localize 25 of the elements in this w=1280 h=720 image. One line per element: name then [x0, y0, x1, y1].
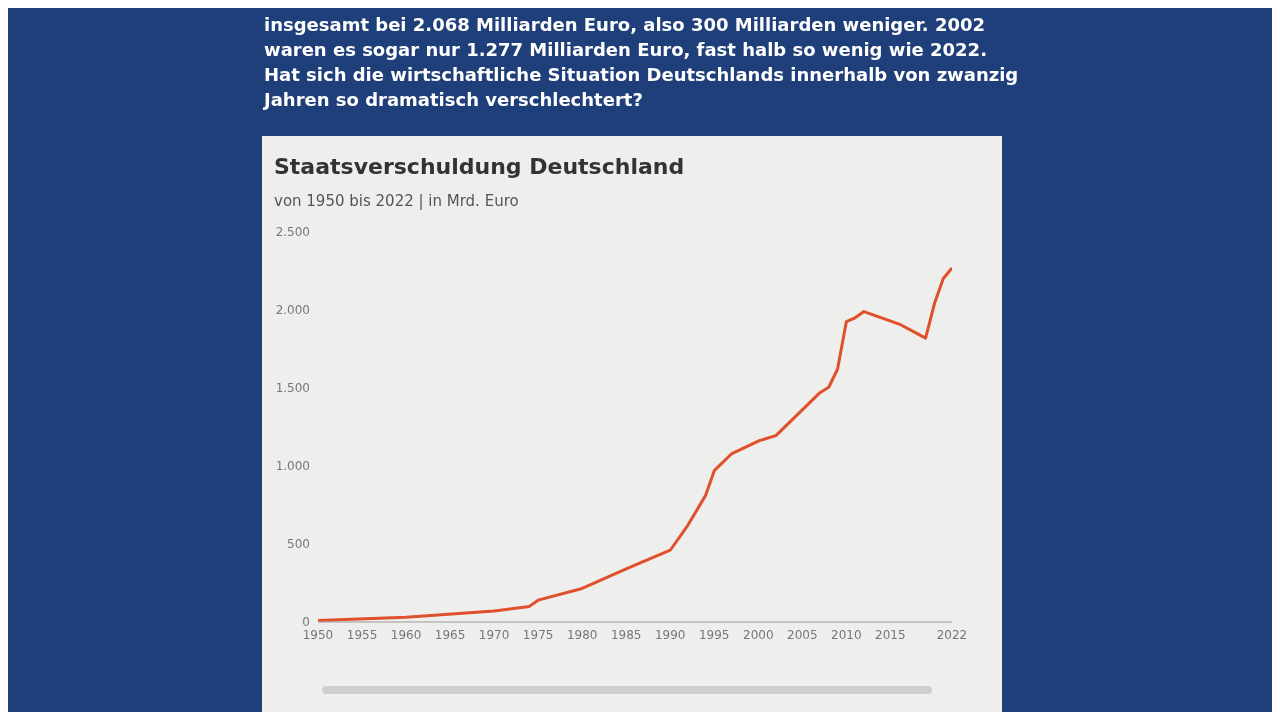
x-tick-label: 2000: [743, 627, 774, 642]
chart-title: Staatsverschuldung Deutschland: [274, 154, 685, 179]
x-tick-label: 2022: [936, 627, 968, 642]
x-tick-label: 1970: [478, 627, 510, 642]
x-tick-label: 1975: [522, 627, 554, 642]
text: insgesamt bei 2.068 Milliarden Euro, also 300 Milliarden weniger. 2002 waren es sogar nur 1.277 Milliarden Euro, fast halb so wenig wie 2022. Hat sich die wirtschaftliche Situation Deutschlands innerhalb von zwanzig Jahren so dramatisch verschlechtert?: [264, 13, 1020, 112]
x-tick-label: 1950: [302, 627, 334, 642]
y-tick-label: 500: [287, 537, 310, 552]
y-tick-label: 2.000: [275, 303, 310, 318]
y-tick-label: 1.500: [275, 381, 310, 396]
y-tick-label: 2.500: [275, 225, 310, 240]
x-tick-label: 1965: [434, 627, 466, 642]
x-tick-label: 1955: [346, 627, 378, 642]
y-tick-label: 1.000: [275, 459, 310, 474]
x-tick-label: 2005: [787, 627, 818, 642]
y-tick-label: 0: [302, 615, 310, 630]
x-tick-label: 1990: [654, 627, 686, 642]
x-tick-label: 1985: [610, 627, 642, 642]
x-tick-label: 1960: [390, 627, 422, 642]
x-tick-label: 2010: [831, 627, 862, 642]
line-series: [318, 266, 952, 622]
x-tick-label: 1980: [566, 627, 598, 642]
x-tick-label: 1995: [698, 627, 730, 642]
chart-subtitle: von 1950 bis 2022 | in Mrd. Euro: [274, 192, 519, 210]
x-tick-label: 2015: [875, 627, 906, 642]
